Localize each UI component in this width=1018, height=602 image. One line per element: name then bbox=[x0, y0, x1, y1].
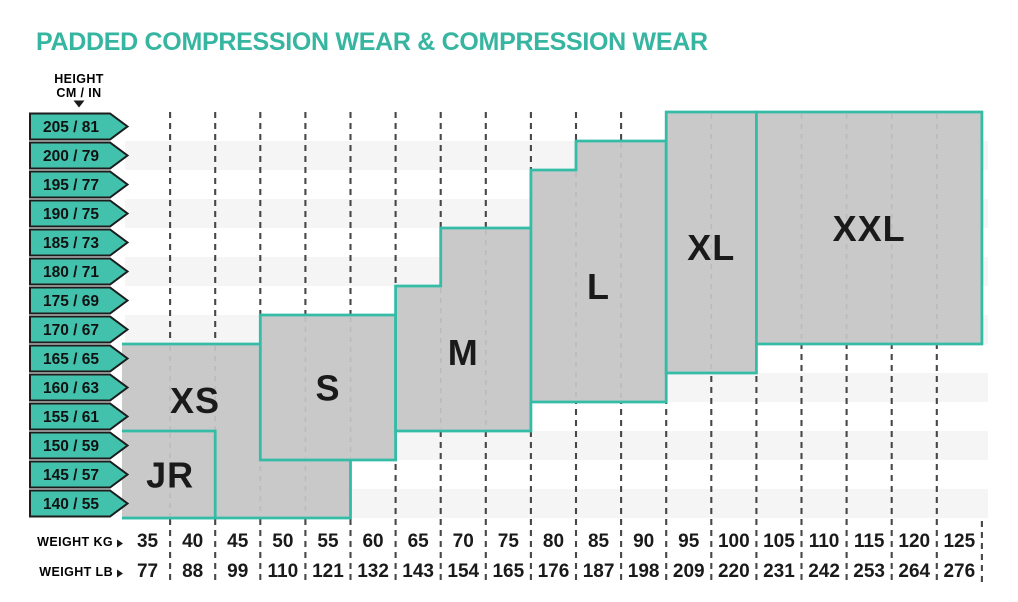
size-region-border bbox=[529, 139, 668, 404]
weight-lb-value: 154 bbox=[447, 561, 479, 582]
size-region-label: XS bbox=[170, 380, 220, 421]
weight-kg-value: 120 bbox=[898, 531, 930, 552]
height-badge-label: 160 / 63 bbox=[43, 380, 99, 397]
weight-kg-value: 50 bbox=[272, 531, 293, 552]
weight-kg-value: 100 bbox=[718, 531, 750, 552]
arrow-down-icon bbox=[73, 100, 85, 108]
size-region-xxl bbox=[756, 112, 982, 344]
weight-kg-value: 115 bbox=[854, 531, 885, 552]
weight-kg-value: 65 bbox=[408, 531, 430, 552]
height-badge bbox=[29, 170, 130, 199]
weight-axis-values: 35 40 45 50 55 60 65 70 75 80 85 90 95 100 105 110 115 12… bbox=[137, 531, 976, 582]
height-badge-label: 145 / 57 bbox=[43, 467, 99, 484]
weight-lb-value: 242 bbox=[808, 561, 840, 582]
weight-lb-value: 99 bbox=[227, 561, 248, 582]
weight-lb-value: 264 bbox=[898, 561, 930, 582]
weight-lb-value: 132 bbox=[357, 561, 389, 582]
height-badge-label: 175 / 69 bbox=[43, 293, 99, 310]
weight-kg-value: 95 bbox=[678, 531, 700, 552]
height-badge-label: 140 / 55 bbox=[43, 496, 99, 513]
height-badge-label: 185 / 73 bbox=[43, 235, 99, 252]
size-region-border bbox=[755, 110, 984, 346]
height-badge bbox=[29, 402, 130, 431]
weight-axis-titles: WEIGHT KG WEIGHT LB bbox=[37, 535, 123, 579]
weight-lb-value: 77 bbox=[137, 561, 158, 582]
size-region-label: XL bbox=[687, 227, 735, 268]
height-badge bbox=[29, 112, 130, 141]
weight-lb-value: 176 bbox=[538, 561, 570, 582]
height-badge bbox=[29, 373, 130, 402]
height-badge-label: 190 / 75 bbox=[43, 206, 99, 223]
height-badge bbox=[29, 257, 130, 286]
height-badge bbox=[29, 199, 130, 228]
size-region-border bbox=[394, 226, 533, 433]
weight-lb-value: 110 bbox=[268, 561, 299, 582]
height-badge-label: 150 / 59 bbox=[43, 438, 99, 455]
height-badge-label: 170 / 67 bbox=[43, 322, 99, 339]
weight-kg-label: WEIGHT KG bbox=[37, 535, 113, 549]
height-axis-title: HEIGHT CM / IN bbox=[54, 72, 104, 108]
height-badge bbox=[29, 315, 130, 344]
weight-kg-value: 45 bbox=[227, 531, 249, 552]
size-region-border bbox=[122, 429, 217, 520]
weight-lb-value: 165 bbox=[492, 561, 524, 582]
weight-kg-value: 90 bbox=[633, 531, 654, 552]
height-badge-label: 155 / 61 bbox=[43, 409, 99, 426]
weight-kg-value: 75 bbox=[498, 531, 520, 552]
size-region-xl bbox=[666, 112, 757, 373]
height-badge-label: 205 / 81 bbox=[43, 119, 99, 136]
height-badge-label: 195 / 77 bbox=[43, 177, 99, 194]
weight-lb-value: 253 bbox=[853, 561, 885, 582]
size-region-m bbox=[395, 228, 531, 431]
weight-kg-value: 70 bbox=[453, 531, 474, 552]
height-badge bbox=[29, 286, 130, 315]
weight-kg-value: 125 bbox=[943, 531, 975, 552]
size-region-jr bbox=[122, 431, 216, 518]
arrow-right-icon bbox=[117, 569, 123, 578]
weight-lb-label: WEIGHT LB bbox=[39, 565, 113, 579]
weight-kg-value: 80 bbox=[543, 531, 564, 552]
page-title: PADDED COMPRESSION WEAR & COMPRESSION WE… bbox=[36, 28, 708, 56]
height-badge-label: 200 / 79 bbox=[43, 148, 99, 165]
weight-lb-value: 220 bbox=[718, 561, 750, 582]
weight-lb-value: 198 bbox=[628, 561, 660, 582]
size-region-label: XXL bbox=[833, 208, 906, 249]
size-region-label: L bbox=[587, 266, 610, 307]
size-region-label: JR bbox=[146, 455, 194, 496]
size-region-label: S bbox=[315, 368, 340, 409]
height-badge-label: 180 / 71 bbox=[43, 264, 99, 281]
height-badge bbox=[29, 228, 130, 257]
weight-lb-value: 276 bbox=[943, 561, 975, 582]
size-region-label: M bbox=[448, 332, 479, 373]
weight-lb-value: 209 bbox=[673, 561, 705, 582]
weight-kg-value: 35 bbox=[137, 531, 159, 552]
weight-kg-value: 105 bbox=[763, 531, 795, 552]
arrow-right-icon bbox=[117, 539, 123, 548]
height-badge-label: 165 / 65 bbox=[43, 351, 99, 368]
weight-kg-value: 55 bbox=[317, 531, 339, 552]
weight-lb-value: 187 bbox=[583, 561, 615, 582]
weight-lb-value: 231 bbox=[763, 561, 795, 582]
weight-lb-value: 143 bbox=[402, 561, 434, 582]
height-axis-title-line2: CM / IN bbox=[56, 86, 101, 100]
weight-kg-value: 85 bbox=[588, 531, 610, 552]
weight-lb-value: 88 bbox=[182, 561, 203, 582]
height-axis-title-line1: HEIGHT bbox=[54, 72, 104, 86]
height-badge bbox=[29, 489, 130, 518]
weight-kg-value: 40 bbox=[182, 531, 203, 552]
size-region-l bbox=[530, 141, 667, 402]
height-badge bbox=[29, 344, 130, 373]
height-badge bbox=[29, 141, 130, 170]
weight-lb-value: 121 bbox=[312, 561, 344, 582]
size-regions: XS JR S M L XL XXL bbox=[122, 110, 984, 520]
height-badges: 205 / 81 200 / 79 195 / 77 190 / 75 185 / 73… bbox=[29, 112, 130, 518]
size-region-s bbox=[260, 315, 396, 460]
height-badge bbox=[29, 431, 130, 460]
weight-kg-value: 60 bbox=[362, 531, 383, 552]
weight-kg-value: 110 bbox=[809, 531, 840, 552]
height-badge bbox=[29, 460, 130, 489]
